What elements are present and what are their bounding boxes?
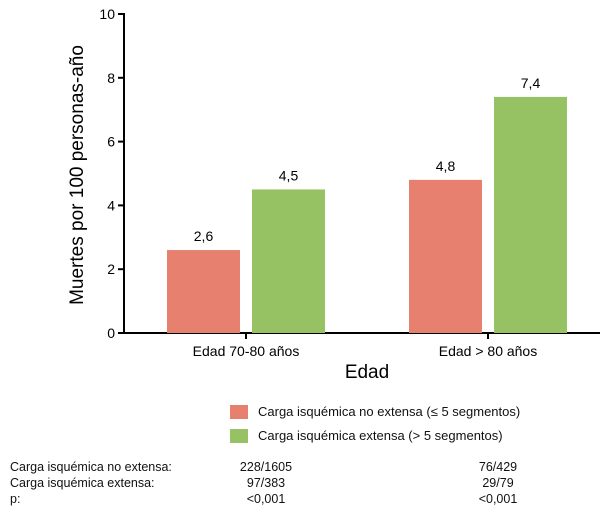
y-tick-label: 6	[107, 134, 115, 150]
stats-row-extensa: Carga isquémica extensa: 97/383 29/79	[10, 475, 570, 491]
bar-chart: 0 2 4 6 8 10 Edad 70-80 años Edad > 80 años 2,…	[67, 6, 600, 383]
stats-value-80-plus: 76/429	[478, 460, 518, 474]
bar	[409, 179, 482, 333]
bar-value-label: 4,8	[436, 158, 456, 174]
legend-swatch-no-extensa	[230, 404, 248, 419]
x-tick-label: Edad > 80 años	[439, 343, 537, 359]
legend: Carga isquémica no extensa (≤ 5 segmento…	[230, 402, 520, 450]
y-tick-label: 10	[99, 6, 115, 22]
legend-label-extensa: Carga isquémica extensa (> 5 segmentos)	[258, 428, 503, 443]
bar	[252, 189, 325, 333]
legend-item-no-extensa: Carga isquémica no extensa (≤ 5 segmento…	[230, 402, 520, 421]
bar-value-label: 4,5	[279, 167, 299, 183]
stats-value-70-80: 97/383	[246, 476, 286, 490]
y-tick-label: 0	[107, 325, 115, 341]
y-tick-label: 2	[107, 261, 115, 277]
bars	[167, 96, 567, 333]
stats-row-label: Carga isquémica no extensa:	[10, 460, 172, 474]
stats-row-label: p:	[10, 492, 21, 506]
stats-value-80-plus: 29/79	[482, 476, 514, 490]
bar-value-label: 2,6	[194, 228, 214, 244]
legend-swatch-extensa	[230, 428, 248, 443]
x-axis: Edad 70-80 años Edad > 80 años	[123, 332, 600, 359]
stats-row-no-extensa: Carga isquémica no extensa: 228/1605 76/…	[10, 459, 570, 475]
y-axis: 0 2 4 6 8 10	[99, 6, 125, 341]
x-tick-label: Edad 70-80 años	[193, 343, 300, 359]
data-labels: 2,6 4,8 4,5 7,4	[194, 75, 541, 244]
x-axis-label: Edad	[345, 362, 389, 383]
stats-table: Carga isquémica no extensa: 228/1605 76/…	[10, 459, 570, 507]
stats-row-label: Carga isquémica extensa:	[10, 476, 155, 490]
y-axis-label: Muertes por 100 personas-año	[67, 45, 88, 305]
bar-value-label: 7,4	[521, 75, 541, 91]
legend-item-extensa: Carga isquémica extensa (> 5 segmentos)	[230, 426, 520, 445]
bar	[167, 250, 240, 333]
y-tick-label: 8	[107, 70, 115, 86]
stats-value-70-80: <0,001	[246, 492, 286, 506]
stats-value-70-80: 228/1605	[239, 460, 293, 474]
stats-row-p: p: <0,001 <0,001	[10, 491, 570, 507]
stats-value-80-plus: <0,001	[478, 492, 518, 506]
bar	[494, 96, 567, 333]
legend-label-no-extensa: Carga isquémica no extensa (≤ 5 segmento…	[258, 404, 521, 419]
y-tick-label: 4	[107, 197, 115, 213]
